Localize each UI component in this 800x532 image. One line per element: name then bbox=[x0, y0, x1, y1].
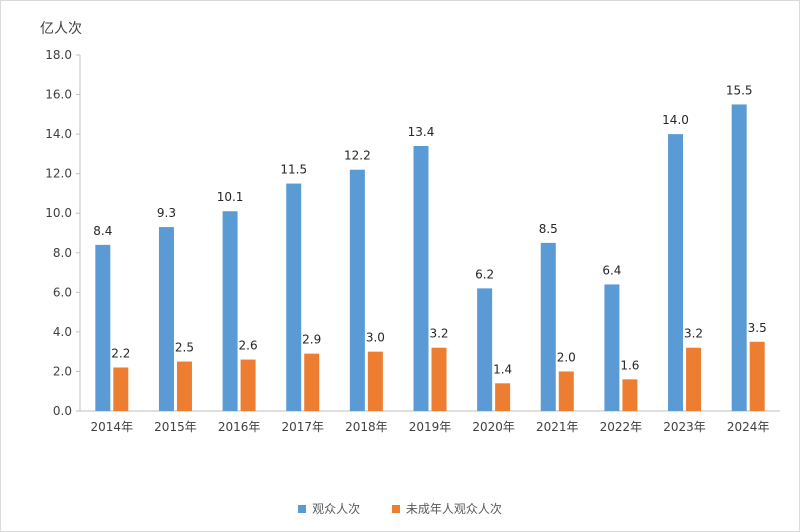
data-label-minor-viewers: 2.9 bbox=[302, 333, 321, 347]
data-label-viewers: 6.2 bbox=[475, 267, 494, 281]
x-tick-label: 2022年 bbox=[600, 420, 643, 434]
x-tick-label: 2019年 bbox=[409, 420, 452, 434]
bar-minor-viewers bbox=[431, 347, 447, 411]
legend-label-viewers: 观众人次 bbox=[312, 502, 361, 516]
bar-viewers bbox=[286, 183, 302, 411]
data-label-minor-viewers: 3.0 bbox=[366, 331, 385, 345]
x-tick-label: 2017年 bbox=[281, 420, 324, 434]
data-label-viewers: 12.2 bbox=[344, 149, 371, 163]
data-label-viewers: 9.3 bbox=[157, 206, 176, 220]
y-tick-label: 16.0 bbox=[45, 88, 72, 102]
legend-swatch-viewers bbox=[298, 504, 307, 513]
bar-viewers bbox=[604, 284, 620, 411]
x-tick-label: 2024年 bbox=[727, 420, 770, 434]
y-tick-label: 10.0 bbox=[45, 206, 72, 220]
data-label-viewers: 14.0 bbox=[662, 113, 689, 127]
bar-viewers bbox=[413, 145, 429, 411]
bar-viewers bbox=[668, 134, 684, 411]
x-tick-label: 2021年 bbox=[536, 420, 579, 434]
bar-viewers bbox=[349, 169, 365, 411]
bar-minor-viewers bbox=[558, 371, 574, 411]
data-label-minor-viewers: 2.0 bbox=[557, 350, 576, 364]
bar-minor-viewers bbox=[495, 383, 511, 411]
data-label-minor-viewers: 1.6 bbox=[620, 358, 639, 372]
y-tick-label: 6.0 bbox=[53, 285, 72, 299]
bar-minor-viewers bbox=[749, 341, 765, 411]
bar-minor-viewers bbox=[304, 353, 320, 411]
data-label-minor-viewers: 2.2 bbox=[111, 346, 130, 360]
legend-swatch-minor-viewers bbox=[391, 504, 400, 513]
legend: 观众人次 未成年人观众人次 bbox=[0, 500, 800, 517]
bar-viewers bbox=[540, 242, 556, 411]
legend-item-minor-viewers: 未成年人观众人次 bbox=[391, 500, 502, 517]
bar-viewers bbox=[95, 244, 111, 411]
data-label-minor-viewers: 1.4 bbox=[493, 362, 512, 376]
bar-viewers bbox=[731, 104, 747, 411]
data-label-viewers: 8.5 bbox=[539, 222, 558, 236]
y-axis-unit-label: 亿人次 bbox=[40, 21, 82, 37]
bar-minor-viewers bbox=[240, 359, 256, 411]
bar-viewers bbox=[158, 227, 174, 411]
data-label-minor-viewers: 3.2 bbox=[684, 327, 703, 341]
x-tick-label: 2015年 bbox=[154, 420, 197, 434]
bar-minor-viewers bbox=[622, 379, 638, 411]
x-tick-label: 2018年 bbox=[345, 420, 388, 434]
data-label-minor-viewers: 2.6 bbox=[239, 339, 258, 353]
x-tick-label: 2014年 bbox=[91, 420, 134, 434]
bar-viewers bbox=[477, 288, 493, 411]
data-label-viewers: 6.4 bbox=[602, 263, 621, 277]
data-label-minor-viewers: 2.5 bbox=[175, 341, 194, 355]
x-tick-label: 2020年 bbox=[472, 420, 515, 434]
legend-label-minor-viewers: 未成年人观众人次 bbox=[405, 502, 502, 516]
bar-minor-viewers bbox=[176, 361, 192, 411]
data-label-viewers: 10.1 bbox=[217, 190, 244, 204]
y-tick-label: 0.0 bbox=[53, 404, 72, 418]
y-tick-label: 8.0 bbox=[53, 246, 72, 260]
data-label-minor-viewers: 3.2 bbox=[429, 327, 448, 341]
bar-viewers bbox=[222, 211, 238, 411]
bar-minor-viewers bbox=[686, 347, 702, 411]
legend-item-viewers: 观众人次 bbox=[298, 500, 360, 517]
y-tick-label: 18.0 bbox=[45, 48, 72, 62]
data-label-viewers: 8.4 bbox=[93, 224, 112, 238]
y-tick-label: 4.0 bbox=[53, 325, 72, 339]
y-tick-label: 14.0 bbox=[45, 127, 72, 141]
data-label-minor-viewers: 3.5 bbox=[748, 321, 767, 335]
bar-minor-viewers bbox=[367, 351, 383, 411]
data-label-viewers: 13.4 bbox=[408, 125, 435, 139]
x-tick-label: 2023年 bbox=[663, 420, 706, 434]
bar-minor-viewers bbox=[113, 367, 129, 411]
data-label-viewers: 15.5 bbox=[726, 83, 753, 97]
x-tick-label: 2016年 bbox=[218, 420, 261, 434]
y-tick-label: 12.0 bbox=[45, 167, 72, 181]
y-tick-label: 2.0 bbox=[53, 364, 72, 378]
data-label-viewers: 11.5 bbox=[280, 163, 307, 177]
